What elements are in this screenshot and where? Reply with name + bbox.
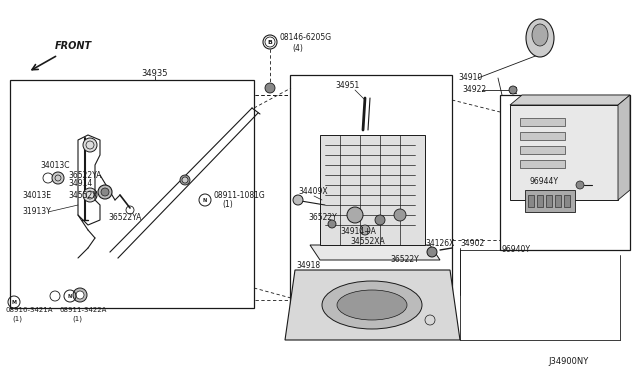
- Ellipse shape: [322, 281, 422, 329]
- Bar: [520, 118, 565, 126]
- Text: 36522Y: 36522Y: [390, 256, 419, 264]
- Ellipse shape: [532, 24, 548, 46]
- Text: 08911-1081G: 08911-1081G: [214, 190, 266, 199]
- Text: J34900NY: J34900NY: [548, 357, 588, 366]
- Text: FRONT: FRONT: [55, 41, 92, 51]
- Bar: [290, 75, 452, 310]
- Text: 08146-6205G: 08146-6205G: [280, 33, 332, 42]
- Circle shape: [509, 86, 517, 94]
- Circle shape: [101, 188, 109, 196]
- Text: 08911-3422A: 08911-3422A: [60, 307, 108, 313]
- Text: 34552XA: 34552XA: [350, 237, 385, 247]
- Circle shape: [52, 172, 64, 184]
- Text: 96940Y: 96940Y: [502, 246, 531, 254]
- Bar: [537, 195, 543, 207]
- Circle shape: [180, 175, 190, 185]
- Text: 34902: 34902: [460, 240, 484, 248]
- Text: 34914: 34914: [68, 180, 92, 189]
- Text: (1): (1): [222, 201, 233, 209]
- Bar: [555, 195, 561, 207]
- Polygon shape: [510, 95, 630, 105]
- Polygon shape: [285, 270, 460, 340]
- Text: 34951: 34951: [335, 80, 359, 90]
- Text: 34013C: 34013C: [40, 160, 70, 170]
- Text: 34126X: 34126X: [425, 240, 454, 248]
- Circle shape: [427, 247, 437, 257]
- Text: (1): (1): [72, 316, 82, 322]
- Circle shape: [76, 291, 84, 299]
- Text: 31913Y: 31913Y: [22, 208, 51, 217]
- Text: N: N: [203, 198, 207, 202]
- Text: 36522Y: 36522Y: [308, 214, 337, 222]
- Bar: [525, 190, 575, 212]
- Bar: [520, 146, 565, 154]
- Circle shape: [375, 215, 385, 225]
- Text: 34910: 34910: [458, 74, 483, 83]
- Text: 36522YA: 36522YA: [68, 170, 101, 180]
- Circle shape: [265, 83, 275, 93]
- Text: 34918: 34918: [296, 260, 320, 269]
- Circle shape: [83, 188, 97, 202]
- Bar: [10, 80, 254, 308]
- Text: 34922: 34922: [462, 86, 486, 94]
- Circle shape: [347, 207, 363, 223]
- Circle shape: [576, 181, 584, 189]
- Text: B: B: [268, 39, 273, 45]
- Circle shape: [182, 177, 188, 183]
- Bar: [528, 195, 534, 207]
- Bar: [564, 195, 570, 207]
- Ellipse shape: [337, 290, 407, 320]
- Text: 08916-3421A: 08916-3421A: [5, 307, 52, 313]
- Polygon shape: [310, 245, 440, 260]
- Text: (1): (1): [12, 316, 22, 322]
- Circle shape: [263, 35, 277, 49]
- Bar: [500, 95, 630, 250]
- Text: 36522YA: 36522YA: [108, 214, 141, 222]
- Text: M: M: [12, 299, 17, 305]
- Circle shape: [293, 195, 303, 205]
- Text: 96944Y: 96944Y: [530, 177, 559, 186]
- Text: 34914+A: 34914+A: [340, 228, 376, 237]
- Text: N: N: [68, 294, 72, 298]
- Text: 34935: 34935: [141, 68, 168, 77]
- Text: (4): (4): [292, 45, 303, 54]
- Bar: [546, 195, 552, 207]
- Circle shape: [328, 220, 336, 228]
- Bar: [520, 132, 565, 140]
- Circle shape: [83, 138, 97, 152]
- Circle shape: [360, 225, 370, 235]
- Bar: [320, 135, 425, 245]
- Circle shape: [98, 185, 112, 199]
- Circle shape: [73, 288, 87, 302]
- Polygon shape: [618, 95, 630, 200]
- Bar: [520, 160, 565, 168]
- Text: 34552X: 34552X: [68, 192, 97, 201]
- Circle shape: [394, 209, 406, 221]
- Bar: [510, 105, 618, 200]
- Text: 34409X: 34409X: [298, 187, 328, 196]
- Ellipse shape: [526, 19, 554, 57]
- Text: 34013E: 34013E: [22, 190, 51, 199]
